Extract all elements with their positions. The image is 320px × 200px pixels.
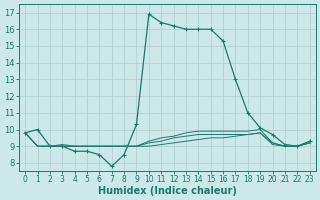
X-axis label: Humidex (Indice chaleur): Humidex (Indice chaleur) [98,186,237,196]
